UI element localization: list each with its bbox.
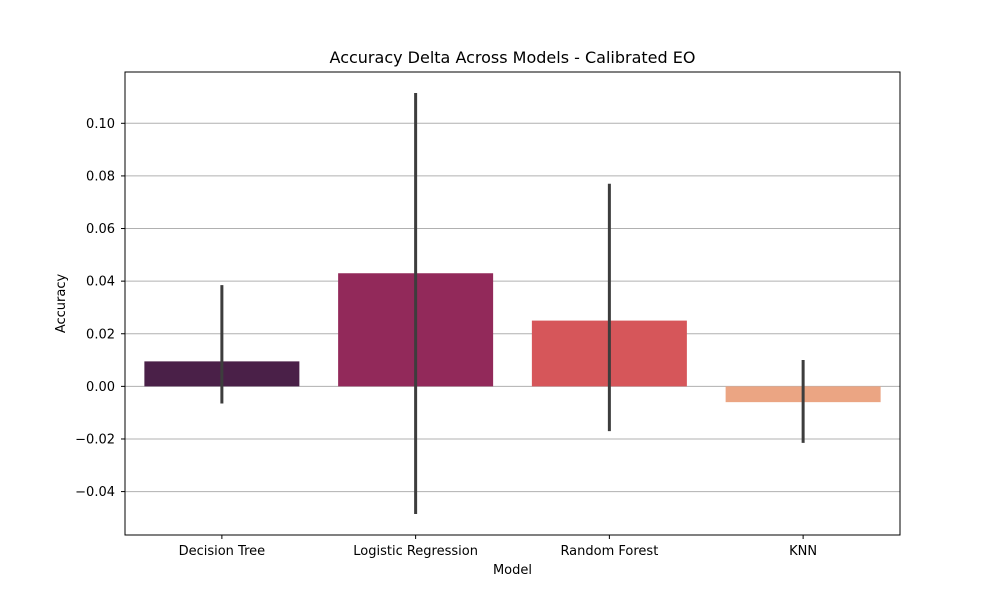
y-tick-label: 0.06 [86,222,115,237]
y-axis-label: Accuracy [54,274,69,334]
y-tick-label: −0.04 [75,485,115,500]
x-tick-label: Logistic Regression [353,544,478,559]
plot-frame [124,71,901,536]
y-tick-label: 0.04 [86,275,115,290]
y-tick-label: 0.10 [86,117,115,132]
y-axis-ticks: −0.04 −0.02 0.00 0.02 0.04 0.06 0.08 0.10 [75,117,125,500]
y-tick-label: 0.00 [86,380,115,395]
x-tick-label: Decision Tree [179,544,266,559]
error-bars [220,93,805,514]
y-tick-label: 0.08 [86,169,115,184]
y-tick-label: 0.02 [86,327,115,342]
bars [144,273,881,403]
x-axis-ticks: Decision Tree Logistic Regression Random F… [179,535,817,559]
x-tick-label: Random Forest [560,544,658,559]
y-tick-label: −0.02 [75,432,115,447]
x-tick-label: KNN [789,544,817,559]
chart-title: Accuracy Delta Across Models - Calibrate… [330,48,696,67]
gridlines [125,122,900,493]
x-axis-label: Model [493,563,532,578]
